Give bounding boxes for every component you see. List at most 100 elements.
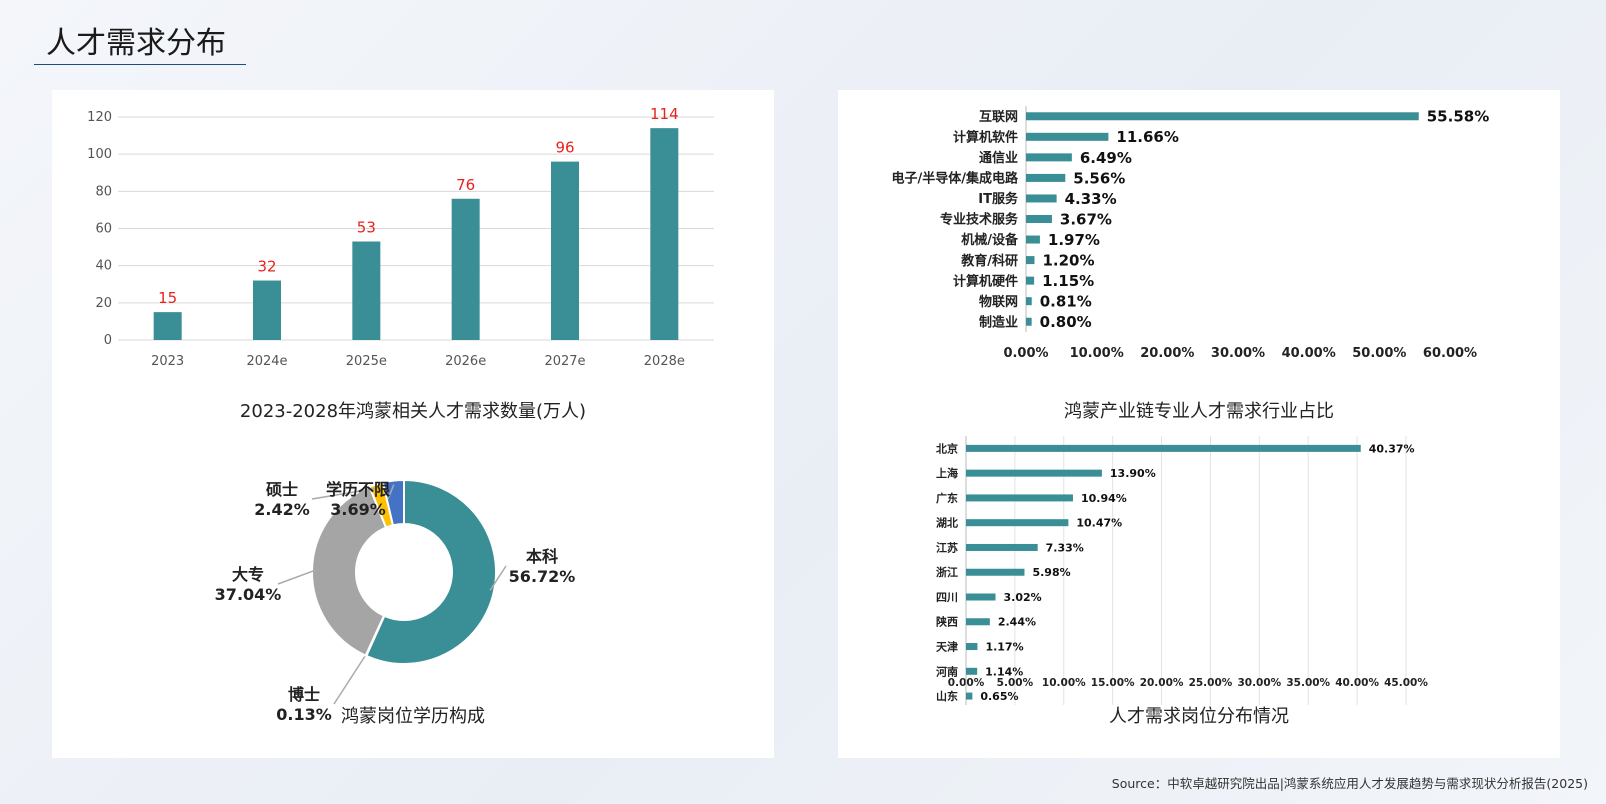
x-tick-label: 2025e [346, 354, 387, 369]
data-label: 7.33% [1046, 541, 1084, 554]
bar [1026, 173, 1066, 182]
slice-value-label: 3.69% [330, 500, 386, 519]
bar [451, 198, 480, 340]
y-tick-label: 0 [104, 333, 112, 348]
y-tick-label: 120 [87, 110, 112, 125]
bar [1026, 256, 1035, 265]
bar [1026, 194, 1057, 203]
bar [966, 593, 996, 601]
bar [153, 312, 182, 340]
data-label: 15 [158, 289, 177, 307]
category-label: 制造业 [979, 314, 1018, 330]
education-chart-title: 鸿蒙岗位学历构成 [341, 706, 485, 727]
data-label: 4.33% [1065, 190, 1117, 208]
x-tick-label: 60.00% [1423, 346, 1477, 361]
category-label: 物联网 [979, 294, 1018, 310]
slice-value-label: 56.72% [509, 567, 576, 586]
page-title: 人才需求分布 [46, 26, 226, 61]
bar [1026, 276, 1035, 285]
bar [1026, 235, 1040, 244]
slice-label: 学历不限 [326, 480, 391, 499]
data-label: 10.47% [1076, 517, 1122, 530]
y-tick-label: 40 [95, 259, 112, 274]
category-label: 河南 [936, 664, 958, 678]
bar [1026, 132, 1109, 141]
x-tick-label: 50.00% [1352, 346, 1406, 361]
x-tick-label: 10.00% [1042, 677, 1086, 689]
data-label: 32 [257, 258, 276, 276]
category-label: 广东 [936, 491, 958, 505]
y-tick-label: 100 [87, 147, 112, 162]
data-label: 96 [555, 139, 574, 157]
slice-value-label: 37.04% [215, 585, 282, 604]
category-label: 计算机软件 [953, 129, 1018, 145]
data-label: 1.15% [1042, 272, 1094, 290]
category-label: 天津 [936, 639, 958, 653]
leader-line [311, 487, 378, 500]
industry-bar-chart: 0.00% 10.00% 20.00% 30.00% 40.00% 50.00% 60.00… [892, 106, 1489, 361]
bar [966, 494, 1073, 502]
x-tick-label: 45.00% [1384, 677, 1428, 689]
right-panel: 0.00% 10.00% 20.00% 30.00% 40.00% 50.00% 60.00… [838, 90, 1560, 758]
category-label: 通信业 [979, 150, 1018, 166]
demand-bar-chart: 0 20 40 60 80 100 120 15 2023 32 2024e 53 2025e 76 202… [87, 105, 714, 369]
x-tick-label: 0.00% [1003, 346, 1048, 361]
y-tick-label: 60 [95, 222, 112, 237]
y-tick-label: 20 [95, 296, 112, 311]
x-tick-label: 2024e [246, 354, 287, 369]
bar [1026, 297, 1032, 306]
demand-chart-title: 2023-2028年鸿蒙相关人才需求数量(万人) [239, 401, 587, 422]
category-label: 陕西 [936, 615, 958, 629]
data-label: 2.44% [998, 616, 1036, 629]
data-label: 40.37% [1369, 442, 1415, 455]
x-tick-label: 40.00% [1335, 677, 1379, 689]
bar [1026, 317, 1032, 326]
leader-line [333, 651, 369, 705]
x-tick-label: 2027e [544, 354, 585, 369]
category-label: 电子/半导体/集成电路 [892, 171, 1019, 187]
region-chart-title: 人才需求岗位分布情况 [1109, 706, 1289, 727]
data-label: 5.56% [1073, 169, 1125, 187]
bar [966, 692, 973, 700]
category-label: 山东 [936, 689, 958, 703]
slice-label: 大专 [232, 565, 264, 584]
data-label: 0.80% [1040, 313, 1092, 331]
category-label: 上海 [936, 466, 958, 480]
bar [650, 128, 679, 340]
data-label: 3.02% [1004, 591, 1042, 604]
data-label: 1.17% [985, 640, 1023, 653]
bar [966, 618, 990, 626]
data-label: 114 [650, 105, 679, 123]
x-tick-label: 30.00% [1237, 677, 1281, 689]
region-bar-chart: 0.00% 5.00% 10.00% 15.00% 20.00% 25.00% 30.00%… [936, 436, 1428, 705]
data-label: 55.58% [1427, 108, 1489, 126]
slice-value-label: 0.13% [276, 705, 332, 720]
bar [352, 241, 381, 340]
x-tick-label: 10.00% [1070, 346, 1124, 361]
bar [966, 568, 1025, 576]
data-label: 13.90% [1110, 467, 1156, 480]
data-label: 1.20% [1042, 251, 1094, 269]
bar [253, 280, 281, 340]
bar [966, 444, 1361, 452]
data-label: 11.66% [1116, 128, 1178, 146]
slice-label: 博士 [288, 685, 320, 704]
bar [966, 519, 1069, 527]
left-panel: 0 20 40 60 80 100 120 15 2023 32 2024e 53 2025e 76 202… [52, 90, 774, 758]
data-label: 53 [357, 219, 376, 237]
category-label: 浙江 [936, 565, 958, 579]
donut-slice [381, 478, 405, 527]
data-label: 0.65% [980, 690, 1018, 703]
bar [1026, 112, 1419, 121]
bar [1026, 215, 1052, 223]
slice-value-label: 2.42% [254, 500, 310, 519]
bar [966, 667, 978, 675]
industry-chart-title: 鸿蒙产业链专业人才需求行业占比 [1064, 401, 1334, 422]
category-label: 湖北 [936, 516, 958, 530]
category-label: 四川 [936, 591, 958, 604]
data-label: 76 [456, 176, 475, 194]
category-label: 互联网 [979, 110, 1018, 125]
donut-slice [364, 478, 497, 665]
category-label: IT服务 [978, 191, 1019, 207]
